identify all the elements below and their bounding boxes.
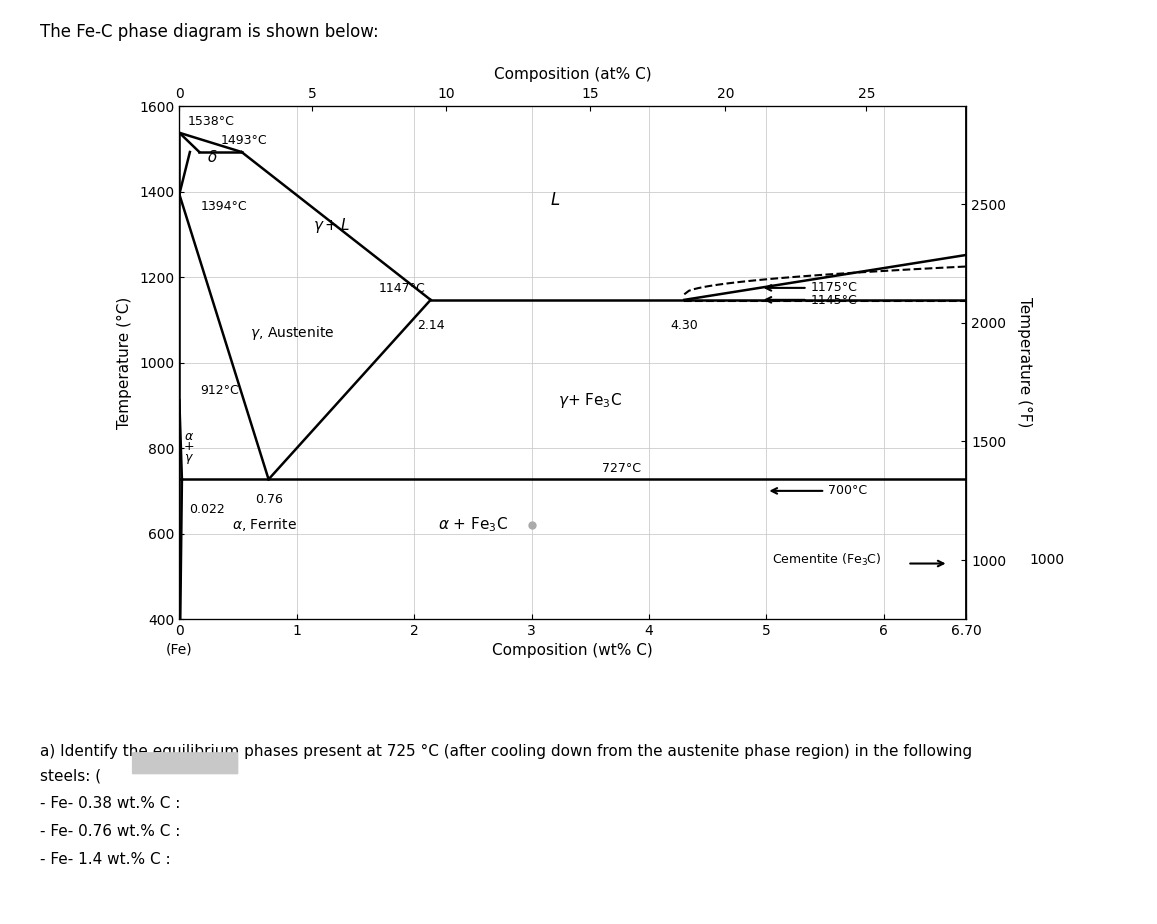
Text: 1538°C: 1538°C xyxy=(187,116,235,128)
Text: 1175°C: 1175°C xyxy=(811,282,858,295)
Text: - Fe- 1.4 wt.% C :: - Fe- 1.4 wt.% C : xyxy=(40,852,171,867)
Text: 1145°C: 1145°C xyxy=(811,294,857,307)
Text: - Fe- 0.76 wt.% C :: - Fe- 0.76 wt.% C : xyxy=(40,824,180,839)
Text: $\alpha$, Ferrite: $\alpha$, Ferrite xyxy=(233,517,297,533)
Text: $\delta$: $\delta$ xyxy=(207,149,218,164)
Text: The Fe-C phase diagram is shown below:: The Fe-C phase diagram is shown below: xyxy=(40,23,379,41)
Y-axis label: Temperature (°C): Temperature (°C) xyxy=(117,297,132,429)
Text: 1493°C: 1493°C xyxy=(221,134,267,147)
Text: +: + xyxy=(184,440,194,454)
Text: $\gamma + L$: $\gamma + L$ xyxy=(314,216,351,236)
Text: 2.14: 2.14 xyxy=(417,319,444,332)
Text: $\gamma$, Austenite: $\gamma$, Austenite xyxy=(250,324,334,342)
Text: steels: (: steels: ( xyxy=(40,769,102,784)
Text: 1147°C: 1147°C xyxy=(379,282,426,295)
Y-axis label: Temperature (°F): Temperature (°F) xyxy=(1017,298,1032,428)
Text: 0.76: 0.76 xyxy=(255,493,282,506)
Text: $\alpha$ + Fe$_3$C: $\alpha$ + Fe$_3$C xyxy=(439,516,508,534)
Text: 0.022: 0.022 xyxy=(189,503,224,516)
X-axis label: Composition (wt% C): Composition (wt% C) xyxy=(493,643,653,659)
Text: 4.30: 4.30 xyxy=(670,319,698,332)
Text: $\gamma$: $\gamma$ xyxy=(184,452,193,466)
Text: 727°C: 727°C xyxy=(602,462,641,475)
Text: $L$: $L$ xyxy=(550,190,560,209)
Text: $\gamma$+ Fe$_3$C: $\gamma$+ Fe$_3$C xyxy=(559,392,622,410)
Text: $\alpha$: $\alpha$ xyxy=(184,430,193,443)
Text: 1394°C: 1394°C xyxy=(200,201,248,213)
Text: 1000: 1000 xyxy=(1029,553,1064,567)
Text: 912°C: 912°C xyxy=(200,383,239,397)
X-axis label: Composition (at% C): Composition (at% C) xyxy=(494,67,651,82)
Text: a) Identify the equilibrium phases present at 725 °C (after cooling down from th: a) Identify the equilibrium phases prese… xyxy=(40,744,973,759)
Text: - Fe- 0.38 wt.% C :: - Fe- 0.38 wt.% C : xyxy=(40,796,180,811)
Text: Cementite (Fe$_3$C): Cementite (Fe$_3$C) xyxy=(773,552,882,567)
Text: (Fe): (Fe) xyxy=(165,642,193,657)
Text: 700°C: 700°C xyxy=(827,484,867,497)
